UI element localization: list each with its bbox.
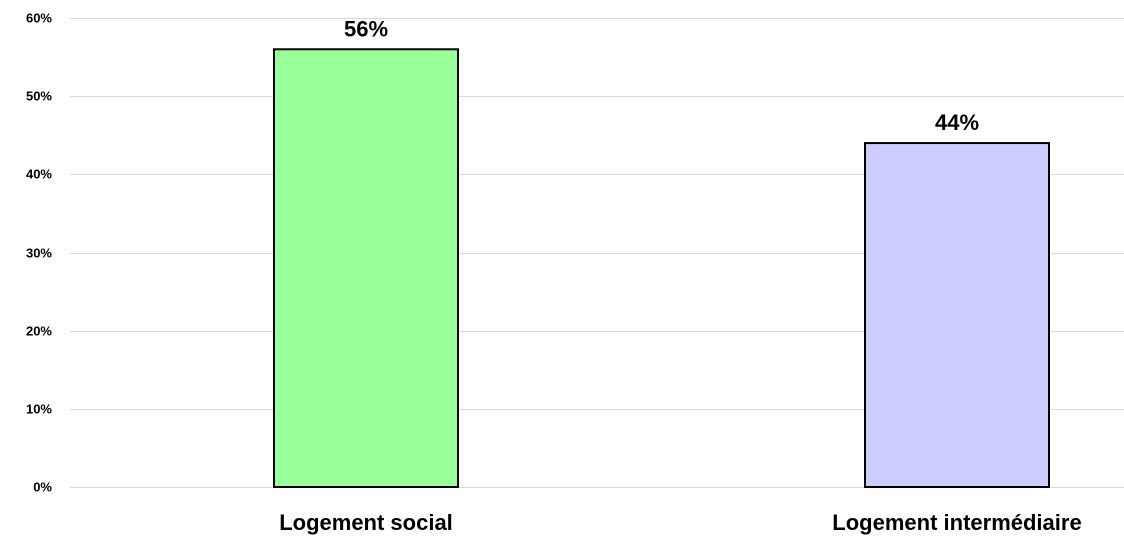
bar (274, 49, 458, 487)
x-category-label: Logement social (279, 510, 453, 535)
y-tick-label: 50% (26, 89, 52, 104)
y-tick-label: 20% (26, 324, 52, 339)
y-tick-label: 30% (26, 246, 52, 261)
bars (274, 49, 1049, 487)
y-tick-label: 0% (33, 480, 52, 495)
x-axis-category-labels: Logement social Logement intermédiaire (279, 510, 1081, 535)
y-tick-label: 40% (26, 167, 52, 182)
data-label: 56% (344, 16, 388, 41)
x-category-label: Logement intermédiaire (832, 510, 1081, 535)
y-tick-label: 60% (26, 11, 52, 26)
y-axis-tick-labels: 0% 10% 20% 30% 40% 50% 60% (26, 11, 52, 495)
data-label: 44% (935, 110, 979, 135)
y-tick-label: 10% (26, 402, 52, 417)
bar (865, 143, 1049, 487)
